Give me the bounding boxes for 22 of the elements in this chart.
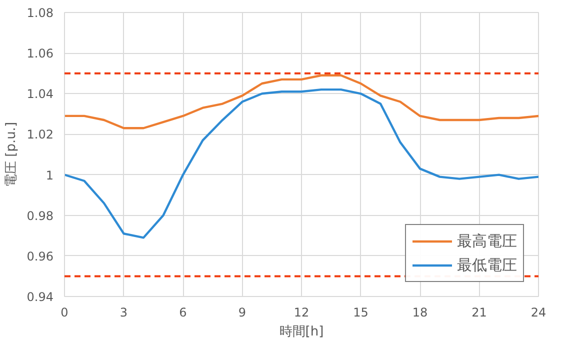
y-tick-label: 1.08 (26, 6, 54, 20)
x-tick-label: 0 (60, 306, 68, 320)
y-tick-label: 0.94 (26, 290, 54, 304)
legend-label: 最低電圧 (457, 256, 517, 274)
y-tick-label: 1 (46, 168, 54, 182)
y-axis-title: 電圧 [p.u.] (4, 122, 19, 188)
y-tick-label: 0.98 (26, 208, 54, 223)
x-tick-label: 21 (472, 306, 487, 320)
y-tick-label: 1.06 (26, 46, 54, 61)
y-tick-label: 1.02 (26, 128, 54, 142)
x-tick-label: 6 (179, 306, 187, 320)
x-tick-label: 24 (530, 306, 546, 320)
y-tick-label: 0.96 (26, 249, 54, 264)
line-series (64, 74, 538, 130)
legend-label: 最高電圧 (457, 232, 517, 250)
x-tick-label: 12 (294, 306, 310, 320)
x-tick-label: 9 (238, 306, 246, 320)
x-axis-title: 時間[h] (279, 324, 324, 340)
x-tick-label: 15 (353, 306, 368, 320)
x-tick-label: 3 (120, 306, 128, 320)
x-tick-label: 18 (412, 306, 428, 320)
y-tick-label: 1.04 (26, 87, 54, 102)
